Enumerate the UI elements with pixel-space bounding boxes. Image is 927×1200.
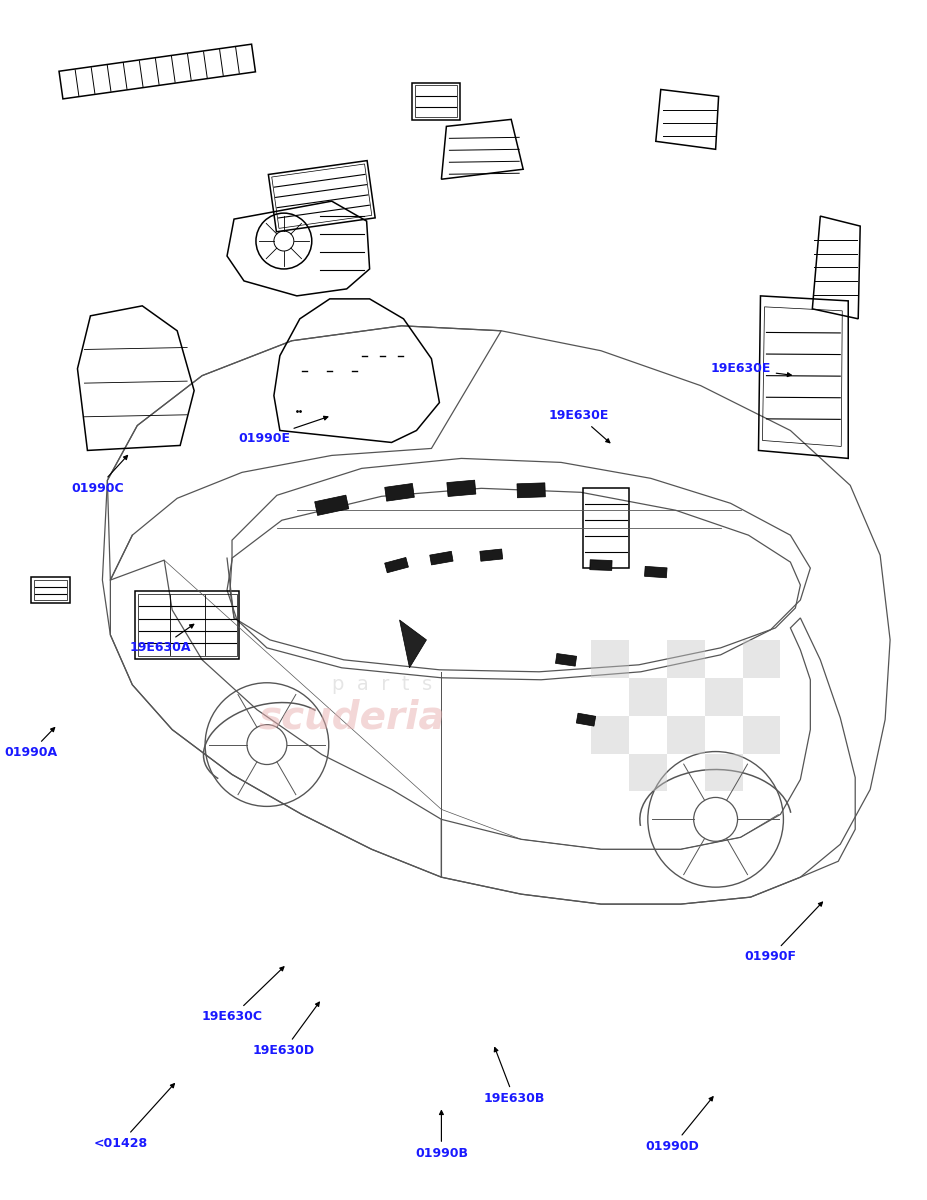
- Text: 19E630E: 19E630E: [548, 409, 609, 443]
- Polygon shape: [629, 754, 666, 792]
- Polygon shape: [590, 640, 629, 678]
- Text: scuderia: scuderia: [258, 698, 445, 737]
- Text: 19E630D: 19E630D: [252, 1002, 319, 1057]
- Polygon shape: [576, 713, 595, 726]
- Text: 19E630A: 19E630A: [130, 624, 194, 654]
- Text: <01428: <01428: [94, 1084, 174, 1150]
- Polygon shape: [629, 678, 666, 715]
- Polygon shape: [704, 754, 742, 792]
- Polygon shape: [447, 480, 476, 497]
- Text: 01990C: 01990C: [71, 456, 127, 494]
- Polygon shape: [644, 566, 667, 578]
- Text: p  a  r  t  s: p a r t s: [331, 676, 431, 695]
- Text: 01990E: 01990E: [237, 416, 327, 445]
- Polygon shape: [385, 484, 413, 502]
- Text: 19E630E: 19E630E: [709, 362, 791, 377]
- Polygon shape: [742, 640, 780, 678]
- Text: 01990A: 01990A: [4, 727, 57, 760]
- Polygon shape: [590, 715, 629, 754]
- Polygon shape: [384, 558, 408, 572]
- Polygon shape: [590, 559, 612, 570]
- Polygon shape: [555, 654, 576, 666]
- Text: 01990B: 01990B: [414, 1111, 467, 1160]
- Polygon shape: [666, 640, 704, 678]
- Text: 19E630C: 19E630C: [201, 967, 284, 1024]
- Text: 19E630B: 19E630B: [483, 1048, 544, 1105]
- Polygon shape: [314, 496, 349, 516]
- Polygon shape: [479, 550, 502, 562]
- Text: 01990F: 01990F: [743, 902, 821, 964]
- Text: 01990D: 01990D: [645, 1097, 712, 1153]
- Polygon shape: [516, 482, 545, 498]
- Polygon shape: [666, 715, 704, 754]
- Polygon shape: [429, 551, 452, 565]
- Polygon shape: [742, 715, 780, 754]
- Polygon shape: [400, 620, 426, 668]
- Polygon shape: [704, 678, 742, 715]
